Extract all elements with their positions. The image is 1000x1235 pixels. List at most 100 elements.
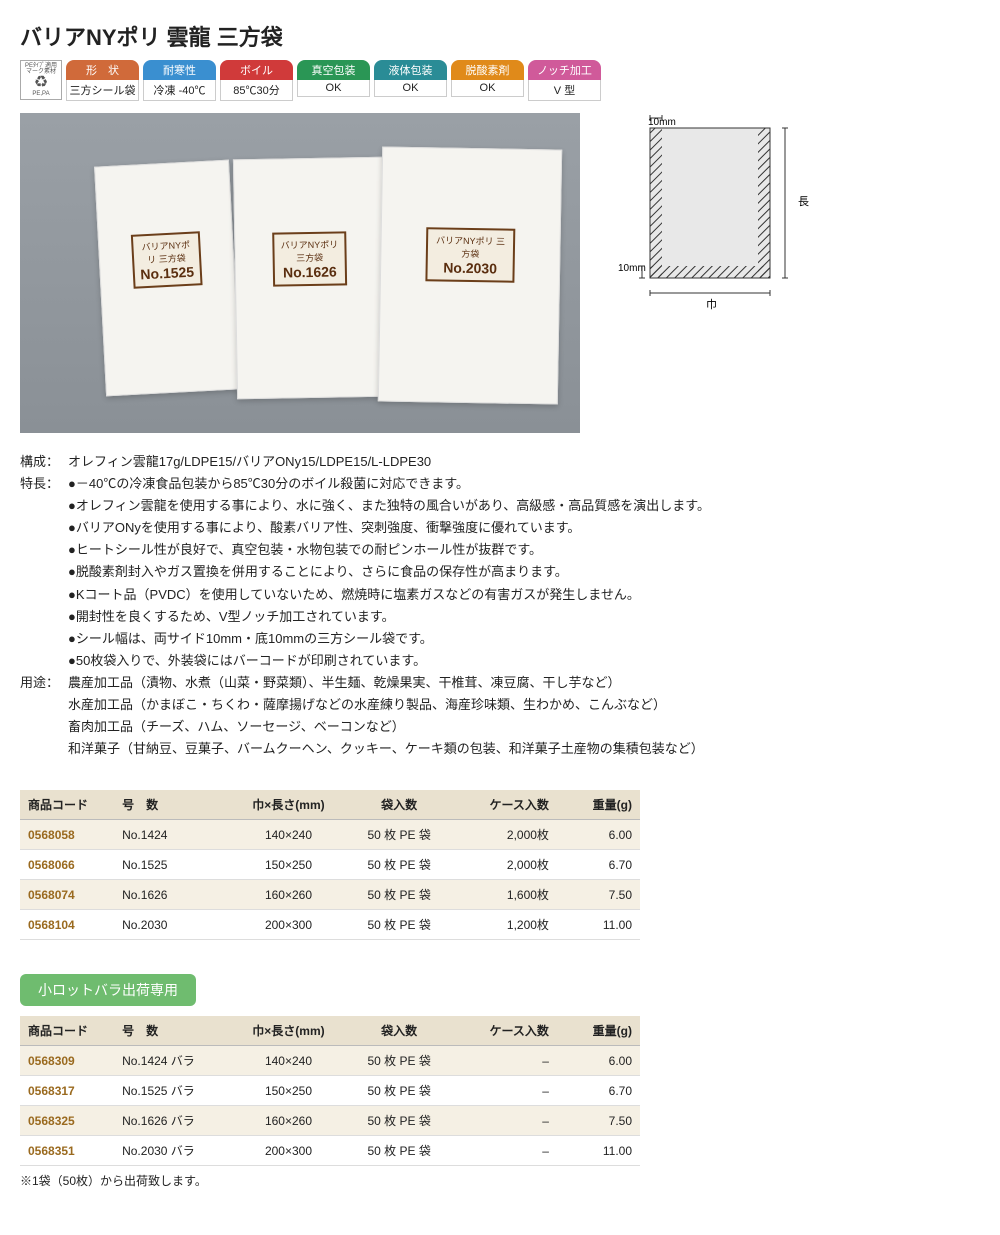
bag-2: バリアNYポリ 三方袋No.1626 [233,157,387,400]
cell: – [452,1136,557,1166]
col-header: 巾×長さ(mm) [230,1016,346,1046]
cell: 0568351 [20,1136,114,1166]
cell: 150×250 [230,850,346,880]
use-item: 畜肉加工品（チーズ、ハム、ソーセージ、ベーコンなど） [68,716,704,738]
cell: 50 枚 PE 袋 [347,850,452,880]
footnote: ※1袋（50枚）から出荷致します。 [20,1172,980,1189]
table-row: 0568058No.1424140×24050 枚 PE 袋2,000枚6.00 [20,820,640,850]
feature-item: Kコート品（PVDC）を使用していないため、燃焼時に塩素ガスなどの有害ガスが発生… [68,584,710,606]
bag-3: バリアNYポリ 三方袋No.2030 [378,146,562,404]
cell: 11.00 [557,1136,640,1166]
cell: 160×260 [230,1106,346,1136]
col-header: 袋入数 [347,790,452,820]
svg-text:巾: 巾 [706,297,717,311]
spec-badge: 液体包装OK [374,60,447,101]
spec-badge: ノッチ加工V 型 [528,60,601,101]
cell: 160×260 [230,880,346,910]
cell: 50 枚 PE 袋 [347,1076,452,1106]
table-row: 0568066No.1525150×25050 枚 PE 袋2,000枚6.70 [20,850,640,880]
cell: No.2030 バラ [114,1136,230,1166]
col-header: 重量(g) [557,1016,640,1046]
cell: 50 枚 PE 袋 [347,1106,452,1136]
cell: 6.70 [557,1076,640,1106]
svg-text:長さ: 長さ [798,195,810,208]
cell: 0568074 [20,880,114,910]
cell: No.1525 [114,850,230,880]
cell: No.1424 バラ [114,1046,230,1076]
cell: 2,000枚 [452,820,557,850]
cell: No.1626 バラ [114,1106,230,1136]
col-header: 商品コード [20,1016,114,1046]
col-header: 商品コード [20,790,114,820]
cell: No.1525 バラ [114,1076,230,1106]
cell: 200×300 [230,1136,346,1166]
cell: 2,000枚 [452,850,557,880]
cell: 0568325 [20,1106,114,1136]
badge-row: PEﾀｲﾌﾟ適用マーク素材♻PE,PA 形 状三方シール袋耐寒性冷凍 -40℃ボ… [20,60,980,101]
cell: 0568066 [20,850,114,880]
spec-badge: 耐寒性冷凍 -40℃ [143,60,216,101]
cell: 7.50 [557,880,640,910]
cell: 0568317 [20,1076,114,1106]
cell: No.1626 [114,880,230,910]
recycle-mark: PEﾀｲﾌﾟ適用マーク素材♻PE,PA [20,60,62,100]
cell: – [452,1076,557,1106]
spec-badge: 形 状三方シール袋 [66,60,139,101]
cell: 1,600枚 [452,880,557,910]
col-header: ケース入数 [452,1016,557,1046]
cell: 200×300 [230,910,346,940]
feature-item: バリアONyを使用する事により、酸素バリア性、突刺強度、衝撃強度に優れています。 [68,517,710,539]
feature-item: －40℃の冷凍食品包装から85℃30分のボイル殺菌に対応できます。 [68,473,710,495]
use-item: 和洋菓子（甘納豆、豆菓子、バームクーヘン、クッキー、ケーキ類の包装、和洋菓子土産… [68,738,704,760]
cell: No.2030 [114,910,230,940]
cell: 11.00 [557,910,640,940]
cell: 50 枚 PE 袋 [347,1136,452,1166]
cell: 6.00 [557,820,640,850]
cell: 50 枚 PE 袋 [347,910,452,940]
description: 構成：オレフィン雲龍17g/LDPE15/バリアONy15/LDPE15/L-L… [20,451,980,760]
cell: 6.00 [557,1046,640,1076]
cell: 150×250 [230,1076,346,1106]
col-header: 巾×長さ(mm) [230,790,346,820]
cell: – [452,1046,557,1076]
cell: – [452,1106,557,1136]
feature-item: ヒートシール性が良好で、真空包装・水物包装での耐ピンホール性が抜群です。 [68,539,710,561]
cell: 7.50 [557,1106,640,1136]
table-row: 0568351No.2030 バラ200×30050 枚 PE 袋–11.00 [20,1136,640,1166]
col-header: 重量(g) [557,790,640,820]
col-header: 号 数 [114,1016,230,1046]
bag-1: バリアNYポリ 三方袋No.1525 [94,160,241,397]
cell: 50 枚 PE 袋 [347,820,452,850]
feature-item: 脱酸素剤封入やガス置換を併用することにより、さらに食品の保存性が高まります。 [68,561,710,583]
feature-item: 開封性を良くするため、V型ノッチ加工されています。 [68,606,710,628]
col-header: ケース入数 [452,790,557,820]
page-title: バリアNYポリ 雲龍 三方袋 [20,20,980,52]
cell: 0568309 [20,1046,114,1076]
use-item: 水産加工品（かまぼこ・ちくわ・薩摩揚げなどの水産練り製品、海産珍味類、生わかめ、… [68,694,704,716]
table-row: 0568074No.1626160×26050 枚 PE 袋1,600枚7.50 [20,880,640,910]
table-row: 0568317No.1525 バラ150×25050 枚 PE 袋–6.70 [20,1076,640,1106]
cell: 50 枚 PE 袋 [347,1046,452,1076]
table-row: 0568325No.1626 バラ160×26050 枚 PE 袋–7.50 [20,1106,640,1136]
cell: 0568058 [20,820,114,850]
table-row: 0568309No.1424 バラ140×24050 枚 PE 袋–6.00 [20,1046,640,1076]
cell: 6.70 [557,850,640,880]
cell: 1,200枚 [452,910,557,940]
product-photo: バリアNYポリ 三方袋No.1525 バリアNYポリ 三方袋No.1626 バリ… [20,113,580,433]
table-row: 0568104No.2030200×30050 枚 PE 袋1,200枚11.0… [20,910,640,940]
spec-badge: 真空包装OK [297,60,370,101]
col-header: 袋入数 [347,1016,452,1046]
spec-table-2: 商品コード号 数巾×長さ(mm)袋入数ケース入数重量(g) 0568309No.… [20,1016,640,1166]
col-header: 号 数 [114,790,230,820]
spec-badge: ボイル85℃30分 [220,60,293,101]
cell: No.1424 [114,820,230,850]
cell: 50 枚 PE 袋 [347,880,452,910]
cell: 140×240 [230,820,346,850]
spec-badge: 脱酸素剤OK [451,60,524,101]
feature-item: 50枚袋入りで、外装袋にはバーコードが印刷されています。 [68,650,710,672]
cell: 0568104 [20,910,114,940]
dimension-diagram: 10mm 10mm 長さ 巾 [610,113,810,433]
spec-table-1: 商品コード号 数巾×長さ(mm)袋入数ケース入数重量(g) 0568058No.… [20,790,640,940]
feature-item: シール幅は、両サイド10mm・底10mmの三方シール袋です。 [68,628,710,650]
use-item: 農産加工品（漬物、水煮（山菜・野菜類）、半生麺、乾燥果実、干椎茸、凍豆腐、干し芋… [68,672,704,694]
